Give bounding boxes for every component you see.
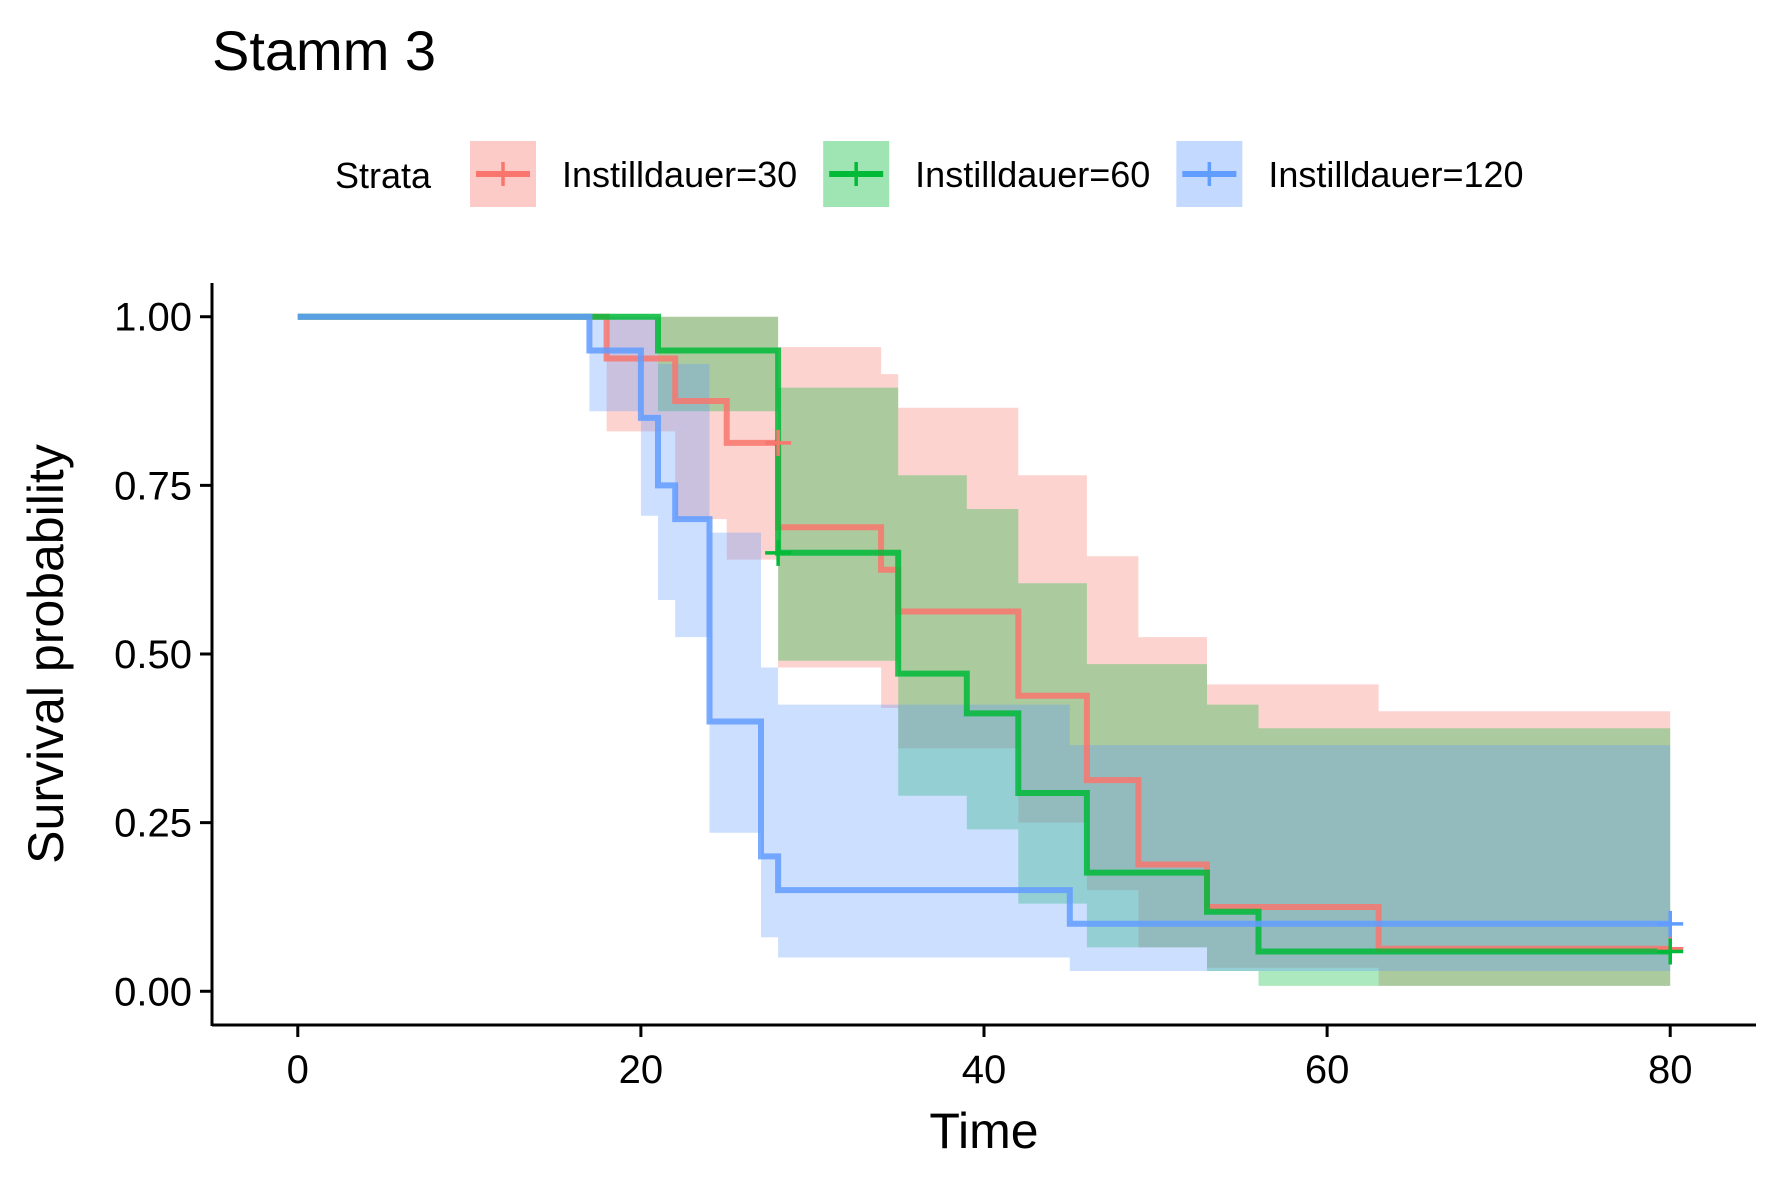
y-tick-label: 0.75 xyxy=(114,464,192,508)
x-axis-label: Time xyxy=(929,1103,1038,1159)
legend-entry-2: Instilldauer=60 xyxy=(823,141,1150,207)
survival-curve-2 xyxy=(297,313,1671,955)
legend-entry-3: Instilldauer=120 xyxy=(1176,141,1524,207)
chart-title: Stamm 3 xyxy=(212,19,436,82)
survival-curves xyxy=(297,313,1671,955)
censor-mark-1-1 xyxy=(765,429,792,456)
y-tick-label: 1.00 xyxy=(114,296,192,340)
x-tick-label: 40 xyxy=(962,1048,1007,1092)
censor-mark-2-2 xyxy=(1657,938,1684,965)
censor-marks xyxy=(765,429,1684,965)
x-tick-label: 60 xyxy=(1305,1048,1350,1092)
confidence-band-2 xyxy=(297,316,1671,986)
legend: Strata Instilldauer=30 Instilldauer=60 Ins… xyxy=(335,141,1524,207)
confidence-band-3 xyxy=(297,316,1671,971)
y-tick-label: 0.25 xyxy=(114,802,192,846)
survival-curve-3 xyxy=(297,313,1671,927)
x-tick-label: 0 xyxy=(287,1048,309,1092)
y-tick-label: 0.00 xyxy=(114,970,192,1014)
x-tick-label: 80 xyxy=(1648,1048,1693,1092)
legend-title: Strata xyxy=(335,155,432,196)
censor-mark-2-1 xyxy=(765,539,792,566)
x-ticks: 0 20 40 60 80 xyxy=(287,1025,1693,1092)
confidence-bands xyxy=(297,316,1671,986)
legend-label: Instilldauer=30 xyxy=(562,154,797,195)
confidence-band-1 xyxy=(297,316,1671,986)
y-axis-label: Survival probability xyxy=(18,444,74,864)
y-tick-label: 0.50 xyxy=(114,633,192,677)
censor-mark-3-1 xyxy=(1657,910,1684,937)
y-ticks: 0.00 0.25 0.50 0.75 1.00 xyxy=(114,296,212,1014)
x-tick-label: 20 xyxy=(619,1048,664,1092)
legend-label: Instilldauer=120 xyxy=(1268,154,1523,195)
legend-entry-1: Instilldauer=30 xyxy=(470,141,797,207)
legend-label: Instilldauer=60 xyxy=(915,154,1150,195)
